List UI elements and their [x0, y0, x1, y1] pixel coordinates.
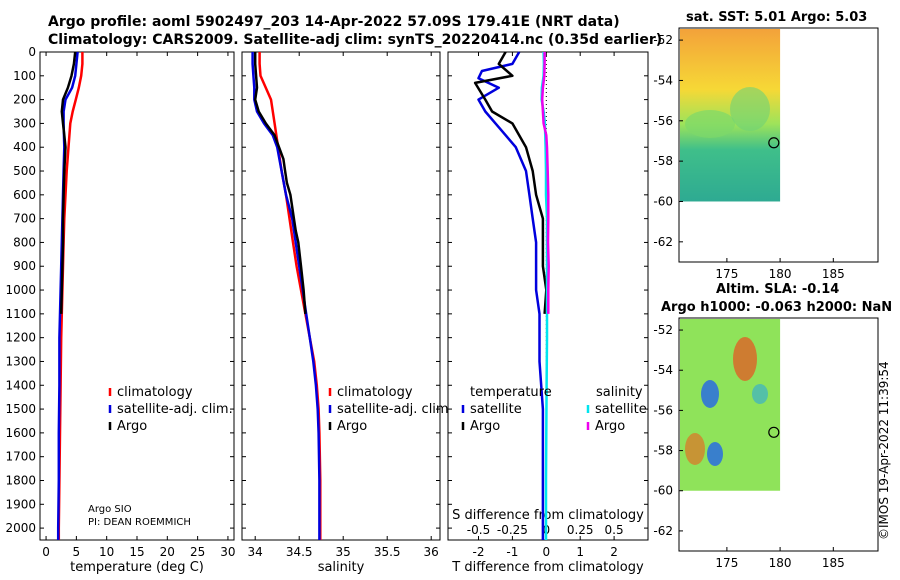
- depth-tick-label: 300: [13, 116, 36, 130]
- depth-tick-label: 400: [13, 140, 36, 154]
- sst_map-ytick-label: -58: [653, 154, 673, 168]
- depth-tick-label: 800: [13, 235, 36, 249]
- title-line-2: Climatology: CARS2009. Satellite-adj cli…: [48, 32, 663, 48]
- legend-right-title: salinity: [596, 385, 643, 400]
- salinity-diff-tick-label: -0.25: [497, 523, 528, 537]
- difference-xtick-label: -1: [506, 545, 518, 559]
- depth-tick-label: 600: [13, 188, 36, 202]
- title-line-1: Argo profile: aoml 5902497_203 14-Apr-20…: [48, 14, 620, 30]
- sst_map-ytick-label: -62: [653, 235, 673, 249]
- salinity-xtick-label: 35: [336, 545, 351, 559]
- difference-top-xlabel: S difference from climatology: [452, 508, 644, 523]
- sla_map-xtick-label: 180: [769, 556, 792, 570]
- sla-low: [707, 442, 723, 466]
- temperature-legend-label: climatology: [117, 385, 193, 400]
- difference-xtick-label: 0: [542, 545, 550, 559]
- temperature-xtick-label: 25: [190, 545, 205, 559]
- legend-left-title: temperature: [470, 385, 552, 400]
- sst_map-ytick-label: -52: [653, 33, 673, 47]
- sla-map-title-line-1: Altim. SLA: -0.14: [716, 282, 840, 297]
- depth-tick-label: 1900: [5, 497, 36, 511]
- depth-tick-label: 1000: [5, 283, 36, 297]
- depth-tick-label: 100: [13, 69, 36, 83]
- credit-line-2: PI: DEAN ROEMMICH: [88, 517, 191, 528]
- temperature-xlabel: temperature (deg C): [70, 560, 204, 575]
- temperature-xtick-label: 20: [160, 545, 175, 559]
- difference-xtick-label: 2: [610, 545, 618, 559]
- credit-line-1: Argo SIO: [88, 504, 132, 515]
- temperature-legend-label: satellite-adj. clim.: [117, 402, 233, 417]
- depth-tick-label: 1500: [5, 402, 36, 416]
- difference-xtick-label: 1: [576, 545, 584, 559]
- sst-eddy: [730, 87, 770, 131]
- depth-tick-label: 1800: [5, 473, 36, 487]
- sst_map-xtick-label: 175: [715, 267, 738, 281]
- argo-position-marker: [768, 137, 780, 149]
- depth-tick-label: 1400: [5, 378, 36, 392]
- sla_map-ytick-label: -52: [653, 323, 673, 337]
- temperature-xtick-label: 30: [220, 545, 235, 559]
- depth-tick-label: 1100: [5, 307, 36, 321]
- sst-map-title: sat. SST: 5.01 Argo: 5.03: [686, 10, 868, 25]
- depth-tick-label: 1300: [5, 354, 36, 368]
- sla-low: [701, 380, 719, 408]
- sst-eddy: [685, 110, 735, 138]
- sst_map-ytick-label: -60: [653, 194, 673, 208]
- difference-series-temperature-argo: [473, 51, 548, 314]
- temperature-xtick-label: 10: [99, 545, 114, 559]
- salinity-diff-tick-label: 0.25: [567, 523, 594, 537]
- legend-right-label: Argo: [595, 419, 625, 434]
- legend-right-label: satellite: [595, 402, 647, 417]
- sla_map-xtick-label: 185: [822, 556, 845, 570]
- sla-low: [752, 384, 768, 404]
- depth-tick-label: 1200: [5, 331, 36, 345]
- sla_map-ytick-label: -54: [653, 363, 673, 377]
- depth-tick-label: 1600: [5, 426, 36, 440]
- sst_map-ytick-label: -54: [653, 73, 673, 87]
- salinity-diff-tick-label: 0.5: [605, 523, 624, 537]
- temperature-xtick-label: 0: [42, 545, 50, 559]
- salinity-xtick-label: 35.5: [374, 545, 401, 559]
- sst_map-xtick-label: 180: [769, 267, 792, 281]
- sla_map-ytick-label: -58: [653, 444, 673, 458]
- legend-left-label: satellite: [470, 402, 522, 417]
- depth-tick-label: 500: [13, 164, 36, 178]
- salinity-legend-label: Argo: [337, 419, 367, 434]
- sla_map-ytick-label: -56: [653, 403, 673, 417]
- depth-tick-label: 1700: [5, 450, 36, 464]
- salinity-frame: [241, 51, 441, 541]
- sla-high: [685, 433, 705, 465]
- temperature-xtick-label: 15: [129, 545, 144, 559]
- sla-high: [733, 337, 757, 381]
- depth-tick-label: 2000: [5, 521, 36, 535]
- difference-xtick-label: -2: [473, 545, 485, 559]
- difference-series-salinity-argo: [540, 52, 550, 314]
- sst_map-xtick-label: 185: [822, 267, 845, 281]
- salinity-xtick-label: 34.5: [286, 545, 313, 559]
- temperature-legend-label: Argo: [117, 419, 147, 434]
- salinity-xtick-label: 34: [248, 545, 263, 559]
- salinity-series-argo: [253, 52, 307, 314]
- depth-tick-label: 700: [13, 212, 36, 226]
- depth-tick-label: 200: [13, 93, 36, 107]
- depth-tick-label: 0: [28, 45, 36, 59]
- salinity-xtick-label: 36: [424, 545, 439, 559]
- sla_map-ytick-label: -60: [653, 484, 673, 498]
- sla_map-ytick-label: -62: [653, 524, 673, 538]
- salinity-diff-tick-label: -0.5: [467, 523, 490, 537]
- argo-position-marker: [768, 426, 780, 438]
- legend-left-label: Argo: [470, 419, 500, 434]
- salinity-xlabel: salinity: [318, 560, 365, 575]
- sst_map-ytick-label: -56: [653, 114, 673, 128]
- temperature-series-argo: [59, 51, 77, 314]
- temperature-xtick-label: 5: [73, 545, 81, 559]
- depth-tick-label: 900: [13, 259, 36, 273]
- sla-map-title-line-2: Argo h1000: -0.063 h2000: NaN: [661, 300, 893, 315]
- salinity-legend-label: satellite-adj. clim.: [337, 402, 453, 417]
- sla_map-xtick-label: 175: [715, 556, 738, 570]
- salinity-legend-label: climatology: [337, 385, 413, 400]
- difference-xlabel: T difference from climatology: [451, 560, 644, 575]
